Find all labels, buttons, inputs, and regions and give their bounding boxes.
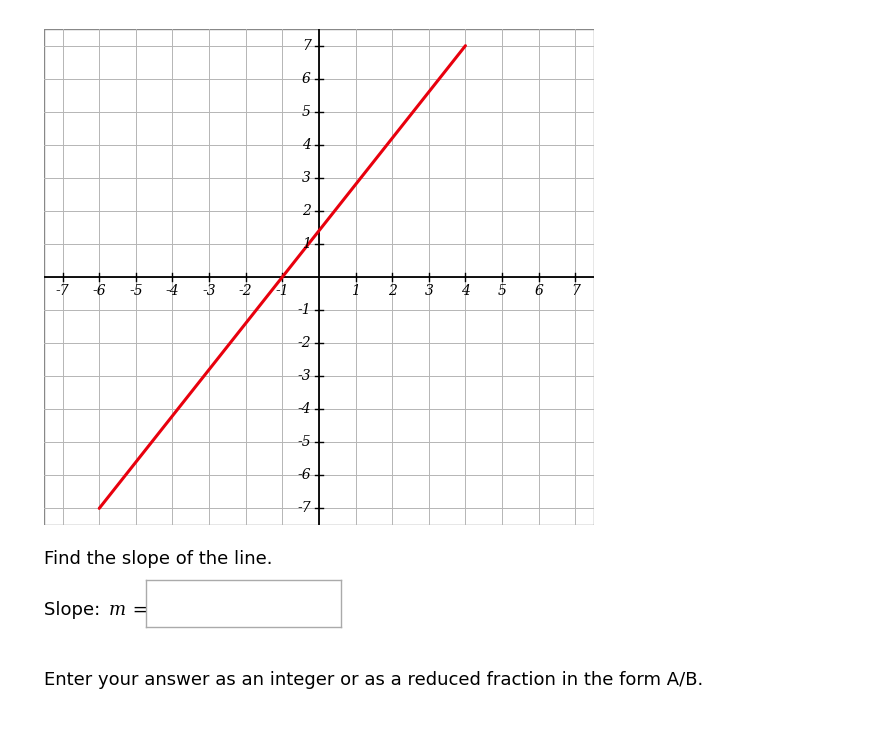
Text: 6: 6 <box>534 284 543 298</box>
Text: 6: 6 <box>302 71 311 86</box>
Text: 2: 2 <box>302 204 311 218</box>
Text: -3: -3 <box>202 284 216 298</box>
Text: -3: -3 <box>298 369 311 383</box>
Text: 2: 2 <box>388 284 397 298</box>
Text: =: = <box>127 601 147 620</box>
Text: 3: 3 <box>302 171 311 185</box>
Text: 5: 5 <box>302 105 311 119</box>
Text: 1: 1 <box>302 237 311 251</box>
Text: 1: 1 <box>351 284 360 298</box>
Text: 3: 3 <box>424 284 433 298</box>
Text: -4: -4 <box>166 284 179 298</box>
Text: m: m <box>109 601 126 620</box>
Text: -7: -7 <box>298 502 311 515</box>
Text: -1: -1 <box>276 284 289 298</box>
Text: -7: -7 <box>56 284 69 298</box>
Text: -1: -1 <box>298 303 311 317</box>
Text: -6: -6 <box>298 468 311 483</box>
Text: 5: 5 <box>498 284 507 298</box>
Text: Enter your answer as an integer or as a reduced fraction in the form A/B.: Enter your answer as an integer or as a … <box>44 671 703 689</box>
Text: -4: -4 <box>298 402 311 416</box>
Text: -6: -6 <box>92 284 106 298</box>
Text: Slope:: Slope: <box>44 601 106 620</box>
Text: -5: -5 <box>298 435 311 449</box>
Text: Find the slope of the line.: Find the slope of the line. <box>44 550 273 569</box>
Text: -2: -2 <box>239 284 253 298</box>
Text: -5: -5 <box>129 284 143 298</box>
Text: 7: 7 <box>302 39 311 52</box>
Text: 7: 7 <box>571 284 579 298</box>
Text: -2: -2 <box>298 336 311 350</box>
Text: 4: 4 <box>302 138 311 152</box>
Text: 4: 4 <box>461 284 470 298</box>
